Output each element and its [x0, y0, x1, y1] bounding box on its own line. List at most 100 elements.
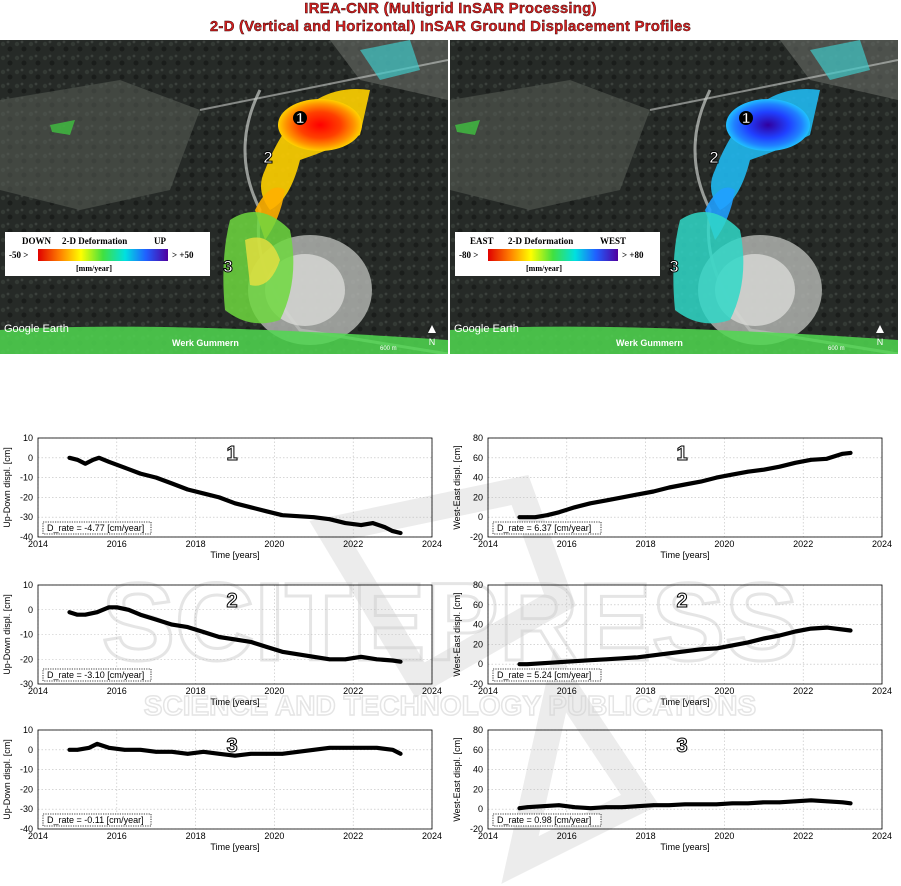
data-point: [201, 491, 206, 496]
map-point-label-2: 2: [263, 148, 272, 167]
data-point: [359, 746, 363, 750]
x-tick-label: 2016: [557, 686, 577, 696]
data-point: [170, 622, 174, 627]
y-tick-label: -30: [20, 512, 33, 522]
y-tick-label: 0: [478, 804, 483, 814]
data-point: [371, 521, 375, 525]
legend-center-label: 2-D Deformation: [62, 236, 127, 246]
data-point: [557, 660, 561, 664]
data-point: [683, 649, 687, 654]
x-tick-label: 2014: [478, 686, 498, 696]
map-horizontal: 1 2 3 EAST 2-D Deformation WEST -80 > > …: [450, 40, 898, 354]
data-point: [343, 746, 348, 750]
data-point: [588, 806, 593, 810]
panel-point-label: 3: [676, 735, 687, 757]
series-line: [67, 741, 403, 758]
chart-svg: 2014 2016 2018 2020 2022 2024 80 60 40 20 0 -20 Time…: [452, 725, 892, 852]
data-point: [312, 655, 316, 659]
data-point: [382, 525, 387, 529]
rate-box: D_rate = 5.24 [cm/year]: [492, 668, 602, 682]
x-tick-label: 2020: [264, 539, 284, 549]
map-point-1: 1: [293, 110, 307, 127]
data-point: [730, 472, 735, 477]
data-point: [620, 656, 624, 661]
y-tick-label: -20: [470, 532, 483, 542]
x-tick-label: 2016: [107, 831, 127, 841]
chart-panel: 2014 2016 2018 2020 2022 2024 10 0 -10 -20 -30 -40 T…: [0, 428, 450, 562]
y-axis-label: West-East displ. [cm]: [452, 592, 462, 676]
y-tick-label: 40: [473, 765, 483, 775]
x-tick-label: 2018: [186, 539, 206, 549]
plot-frame: [37, 729, 433, 830]
x-tick-label: 2020: [714, 831, 734, 841]
google-earth-logo: Google Earth: [4, 323, 69, 335]
x-tick-label: 2024: [872, 686, 892, 696]
data-point: [635, 655, 640, 660]
rate-text: D_rate = 0.98 [cm/year]: [497, 815, 591, 825]
x-tick-label: 2020: [714, 539, 734, 549]
x-axis-label: Time [years]: [210, 842, 259, 852]
data-point: [517, 662, 522, 666]
x-tick-label: 2014: [28, 686, 48, 696]
data-point: [327, 517, 332, 521]
data-point: [699, 479, 703, 484]
chart-panel: 2014 2016 2018 2020 2022 2024 80 60 40 20 0 -20 Time…: [450, 575, 900, 709]
data-point: [825, 799, 829, 804]
legend-min-label: -50 >: [9, 250, 28, 260]
y-tick-label: 0: [28, 453, 33, 463]
data-point: [375, 746, 379, 750]
data-point: [327, 746, 332, 750]
map-point-label-1: 1: [296, 110, 304, 127]
map-point-3: 3: [669, 257, 679, 277]
data-point: [126, 608, 131, 612]
x-tick-label: 2022: [343, 539, 363, 549]
data-point: [714, 475, 719, 480]
data-point: [730, 643, 735, 648]
data-point: [390, 529, 395, 533]
data-point: [280, 513, 285, 517]
data-point: [604, 657, 608, 662]
data-point: [170, 750, 174, 754]
data-point: [699, 647, 703, 652]
x-tick-label: 2020: [264, 686, 284, 696]
data-point: [825, 625, 829, 630]
x-tick-label: 2020: [264, 831, 284, 841]
rate-box-frame: [492, 668, 602, 682]
data-point: [343, 521, 348, 525]
data-point: [233, 501, 237, 506]
y-tick-label: -20: [470, 824, 483, 834]
north-arrow-icon: N: [428, 325, 436, 347]
y-axis-label: Up-Down displ. [cm]: [2, 594, 12, 675]
google-earth-logo: Google Earth: [454, 323, 519, 335]
data-point: [107, 460, 111, 464]
data-point: [840, 627, 845, 632]
data-point: [264, 752, 269, 756]
y-tick-label: -30: [20, 679, 33, 689]
y-tick-label: 40: [473, 620, 483, 630]
plot-frame: [487, 584, 883, 685]
legend-right-label: UP: [154, 236, 166, 246]
chart-svg: 2014 2016 2018 2020 2022 2024 10 0 -10 -20 -30 -40 T…: [2, 725, 442, 852]
data-point: [87, 746, 91, 750]
data-point: [730, 801, 735, 806]
y-tick-label: 10: [23, 725, 33, 735]
legend-colorbar: [38, 249, 168, 261]
y-tick-label: 10: [23, 433, 33, 443]
data-point: [572, 805, 577, 809]
data-point: [390, 748, 395, 752]
data-point: [296, 652, 300, 657]
y-tick-label: 20: [473, 639, 483, 649]
data-point: [249, 505, 253, 510]
y-tick-label: -40: [20, 824, 33, 834]
x-tick-label: 2020: [714, 686, 734, 696]
data-point: [312, 748, 316, 752]
rate-text: D_rate = -0.11 [cm/year]: [47, 815, 144, 825]
data-point: [762, 467, 766, 472]
data-point: [809, 458, 813, 462]
data-point: [533, 515, 538, 519]
color-legend: DOWN 2-D Deformation UP -50 > > +50 [mm/…: [5, 232, 210, 276]
map-point-label-3: 3: [669, 257, 678, 276]
x-axis-label: Time [years]: [660, 550, 709, 560]
data-point: [541, 804, 545, 808]
